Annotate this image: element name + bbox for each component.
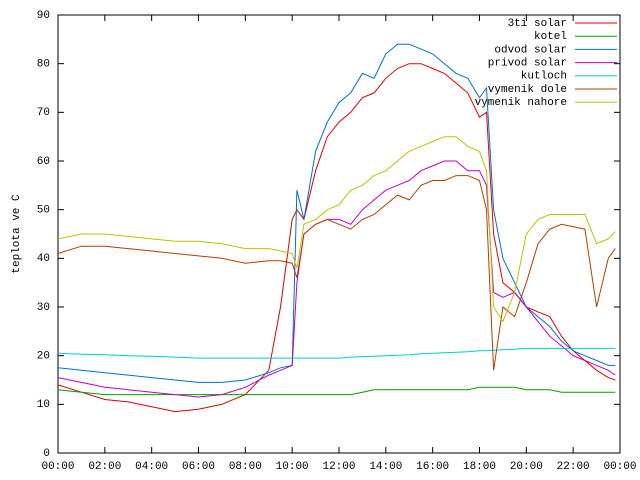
x-tick-label: 00:00 [603, 461, 636, 473]
legend-label: privod solar [488, 58, 567, 70]
legend-label: vymenik nahore [475, 97, 567, 109]
x-tick-label: 18:00 [463, 461, 496, 473]
y-tick-label: 70 [37, 107, 50, 119]
x-tick-label: 16:00 [416, 461, 449, 473]
series-line [57, 347, 616, 359]
x-tick-label: 10:00 [276, 461, 309, 473]
series-line [57, 136, 616, 323]
y-tick-label: 80 [37, 59, 50, 71]
series-line [57, 43, 616, 383]
x-tick-label: 14:00 [369, 461, 402, 473]
y-tick-label: 0 [43, 448, 50, 460]
x-tick-label: 00:00 [41, 461, 74, 473]
legend-label: odvod solar [494, 44, 567, 56]
x-tick-label: 12:00 [322, 461, 355, 473]
x-tick-label: 22:00 [557, 461, 590, 473]
y-tick-label: 30 [37, 302, 50, 314]
y-tick-label: 10 [37, 399, 50, 411]
legend-label: kotel [534, 31, 567, 43]
y-tick-label: 50 [37, 205, 50, 217]
x-tick-label: 06:00 [182, 461, 215, 473]
legend-label: kutloch [521, 71, 567, 83]
y-tick-label: 90 [37, 10, 50, 22]
y-tick-label: 20 [37, 351, 50, 363]
series-line [57, 160, 616, 398]
x-tick-label: 02:00 [88, 461, 121, 473]
y-tick-label: 60 [37, 156, 50, 168]
legend-label: 3ti solar [508, 18, 567, 30]
x-tick-label: 04:00 [135, 461, 168, 473]
x-tick-label: 20:00 [510, 461, 543, 473]
y-tick-label: 40 [37, 253, 50, 265]
x-tick-label: 08:00 [229, 461, 262, 473]
series-line [57, 63, 616, 413]
y-axis-label: teplota ve C [11, 194, 23, 274]
series-line [57, 175, 616, 371]
legend-label: vymenik dole [488, 84, 567, 96]
